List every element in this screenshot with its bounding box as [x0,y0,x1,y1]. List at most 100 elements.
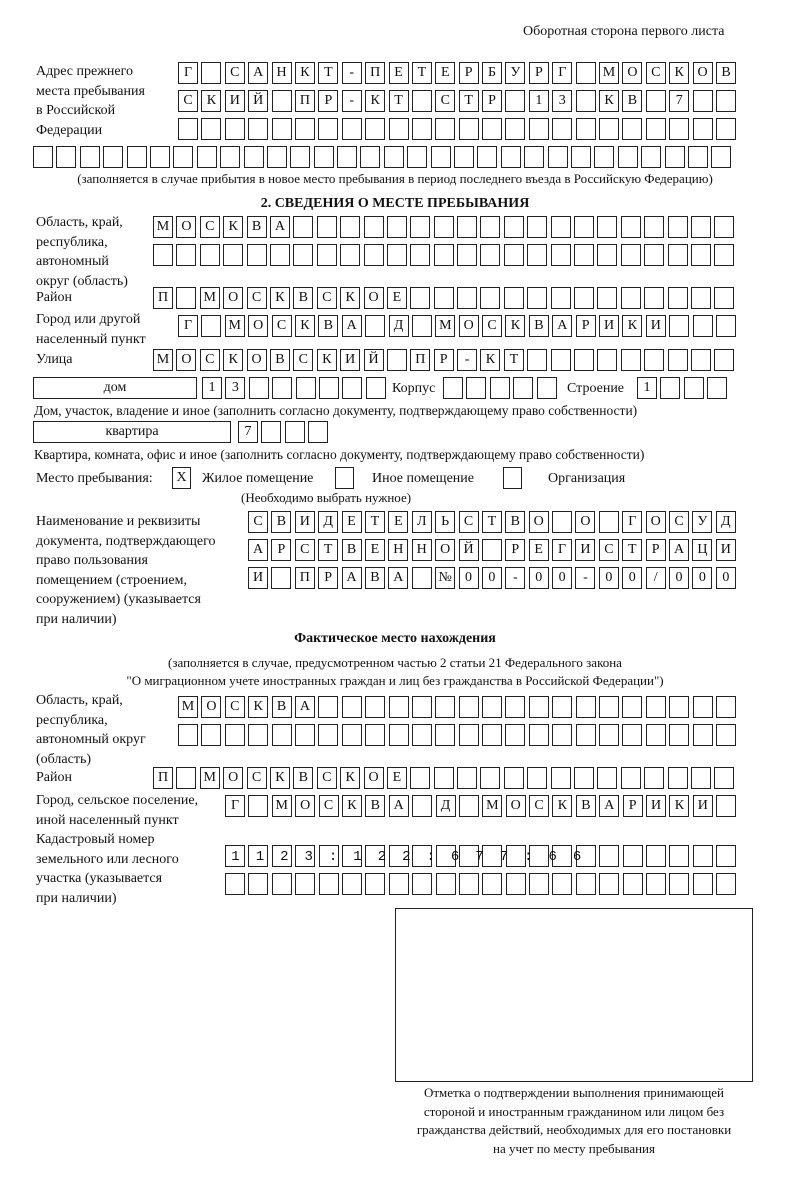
char-cell[interactable] [505,90,526,112]
char-cell[interactable] [482,696,503,718]
char-cell[interactable] [687,146,708,168]
char-cell[interactable]: С [294,539,315,561]
char-cell[interactable]: В [528,315,549,337]
char-cell[interactable]: У [505,62,526,84]
char-cell[interactable] [692,90,713,112]
char-cell[interactable] [575,118,596,140]
char-cell[interactable] [458,873,479,895]
char-cell[interactable] [598,511,619,533]
char-cell[interactable]: 1 [637,377,657,399]
char-cell[interactable]: О [645,511,666,533]
char-cell[interactable]: Р [433,349,454,371]
char-cell[interactable]: М [199,767,220,789]
char-cell[interactable] [667,349,688,371]
char-cell[interactable]: А [599,795,620,817]
char-cell[interactable]: Г [178,62,198,84]
char-cell[interactable] [220,146,241,168]
char-cell[interactable] [248,873,269,895]
char-cell[interactable] [153,244,173,266]
char-cell[interactable]: Е [386,287,407,309]
char-cell[interactable]: К [599,90,620,112]
building-row[interactable]: 1 [637,377,731,399]
char-cell[interactable]: Т [458,90,479,112]
char-cell[interactable]: № [435,567,456,589]
char-cell[interactable]: 0 [598,567,619,589]
char-cell[interactable] [295,845,316,867]
char-cell[interactable]: О [223,287,244,309]
char-cell[interactable]: С [669,511,690,533]
char-cell[interactable] [599,873,620,895]
char-cell[interactable] [412,795,433,817]
char-cell[interactable] [669,696,690,718]
char-cell[interactable] [574,244,595,266]
char-cell[interactable] [178,118,198,140]
actual-region-row-2[interactable] [178,724,739,746]
char-cell[interactable] [692,118,713,140]
char-cell[interactable]: И [340,349,361,371]
char-cell[interactable] [550,767,571,789]
char-cell[interactable] [716,795,737,817]
char-cell[interactable]: К [294,315,315,337]
char-cell[interactable] [386,244,407,266]
char-cell[interactable] [386,349,407,371]
char-cell[interactable] [646,873,667,895]
char-cell[interactable]: - [505,567,526,589]
char-cell[interactable]: А [341,315,362,337]
region-row-2[interactable] [153,244,738,266]
char-cell[interactable] [201,724,222,746]
char-cell[interactable] [411,90,432,112]
char-cell[interactable] [505,696,526,718]
char-cell[interactable] [707,377,728,399]
char-cell[interactable] [435,845,456,867]
char-cell[interactable] [690,349,711,371]
char-cell[interactable] [269,244,290,266]
char-cell[interactable] [126,146,147,168]
char-cell[interactable] [550,216,571,238]
char-cell[interactable]: Б [482,62,503,84]
char-cell[interactable]: П [153,287,173,309]
char-cell[interactable]: В [341,539,362,561]
char-cell[interactable] [552,873,573,895]
char-cell[interactable] [692,315,713,337]
char-cell[interactable]: М [482,795,503,817]
char-cell[interactable]: Р [318,567,339,589]
char-cell[interactable]: О [622,62,643,84]
char-cell[interactable]: И [294,511,315,533]
char-cell[interactable] [574,349,595,371]
char-cell[interactable] [667,287,688,309]
char-cell[interactable]: 0 [458,567,479,589]
char-cell[interactable]: С [271,315,292,337]
char-cell[interactable] [433,216,454,238]
char-cell[interactable] [690,287,711,309]
char-cell[interactable] [388,873,409,895]
char-cell[interactable] [692,873,713,895]
char-cell[interactable] [489,377,510,399]
char-cell[interactable] [617,146,638,168]
flat-number-row[interactable]: 7 [238,421,332,443]
char-cell[interactable]: Г [178,315,198,337]
char-cell[interactable]: Е [435,62,456,84]
char-cell[interactable]: Й [458,539,479,561]
char-cell[interactable]: К [223,216,244,238]
char-cell[interactable]: 0 [622,567,643,589]
char-cell[interactable] [435,873,456,895]
char-cell[interactable]: П [153,767,173,789]
char-cell[interactable] [294,118,315,140]
char-cell[interactable]: О [435,539,456,561]
char-cell[interactable] [341,696,362,718]
char-cell[interactable] [271,118,292,140]
char-cell[interactable] [271,845,292,867]
char-cell[interactable]: О [223,767,244,789]
char-cell[interactable] [714,349,735,371]
cadastre-row-1[interactable]: 1123:122:677:66 [225,845,740,867]
char-cell[interactable]: Е [364,539,385,561]
char-cell[interactable]: 3 [552,90,573,112]
char-cell[interactable] [457,767,478,789]
char-cell[interactable] [430,146,451,168]
char-cell[interactable] [433,287,454,309]
char-cell[interactable] [660,377,681,399]
char-cell[interactable] [225,845,245,867]
char-cell[interactable] [482,845,503,867]
char-cell[interactable] [503,287,524,309]
